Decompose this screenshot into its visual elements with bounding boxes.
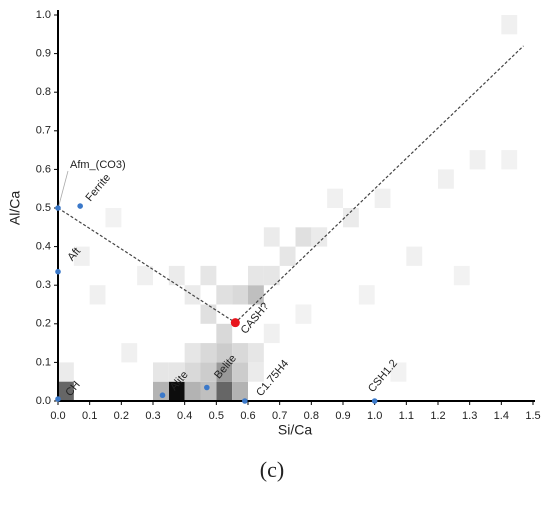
heatmap-cell — [168, 362, 185, 382]
data-point — [204, 384, 210, 391]
heatmap-cell — [200, 265, 217, 286]
heatmap-cell — [184, 362, 201, 382]
heatmap-cell — [105, 208, 122, 228]
y-axis-title: Al/Ca — [7, 191, 23, 225]
x-tick-label: 1.5 — [525, 410, 540, 422]
heatmap-cell — [216, 285, 233, 305]
y-tick-label: 0.8 — [36, 86, 51, 98]
heatmap-cell — [263, 323, 280, 344]
x-tick-label: 0.3 — [145, 410, 160, 422]
heatmap-cell — [200, 343, 217, 363]
heatmap-cell — [390, 362, 407, 382]
heatmap-cell — [232, 381, 248, 401]
y-tick-label: 0.6 — [36, 163, 51, 175]
x-tick-label: 0.0 — [50, 410, 65, 422]
heatmap-cell — [501, 150, 518, 170]
heatmap-cell — [200, 381, 217, 401]
heatmap-cell — [295, 304, 312, 324]
point-label: Afm_(CO3) — [70, 159, 126, 171]
heatmap-cell — [248, 265, 264, 286]
heatmap-cell — [216, 343, 233, 363]
data-point — [77, 203, 83, 209]
caption: (c) — [260, 457, 284, 482]
heatmap-cell — [263, 265, 280, 286]
heatmap-cell — [232, 285, 248, 305]
x-tick-label: 0.4 — [177, 410, 192, 422]
x-axis-title: Si/Ca — [278, 422, 312, 438]
data-point — [159, 392, 166, 399]
heatmap-cell — [216, 362, 233, 382]
x-tick-label: 0.5 — [209, 410, 224, 422]
x-tick-label: 1.4 — [494, 410, 509, 422]
data-point — [55, 205, 61, 211]
y-tick-label: 0.4 — [36, 241, 51, 253]
heatmap-cell — [263, 227, 280, 247]
data-point — [371, 398, 378, 404]
y-tick-label: 0.9 — [36, 48, 51, 60]
y-tick-label: 0.2 — [36, 318, 51, 330]
x-tick-label: 0.9 — [335, 410, 350, 422]
heatmap-cell — [200, 304, 217, 324]
heatmap-cell — [153, 381, 169, 401]
heatmap-cell — [311, 227, 328, 247]
x-tick-label: 0.8 — [304, 410, 319, 422]
heatmap-cell — [343, 208, 359, 228]
heatmap-cell — [232, 343, 248, 363]
heatmap-cell — [295, 227, 312, 247]
y-tick-label: 0.3 — [36, 279, 51, 291]
x-tick-label: 0.6 — [240, 410, 255, 422]
heatmap-cell — [137, 265, 153, 286]
data-point — [242, 398, 248, 404]
data-point — [230, 318, 240, 328]
y-tick-label: 0.5 — [36, 202, 51, 214]
x-tick-label: 0.7 — [272, 410, 287, 422]
x-tick-label: 0.1 — [82, 410, 97, 422]
x-tick-label: 0.2 — [114, 410, 129, 422]
heatmap-cell — [248, 285, 264, 305]
y-tick-label: 0.1 — [36, 356, 51, 368]
heatmap-cell — [184, 343, 201, 363]
heatmap-cell — [327, 188, 343, 208]
heatmap-cell — [184, 381, 201, 401]
y-tick-label: 0.0 — [36, 395, 51, 407]
heatmap-cell — [374, 188, 391, 208]
heatmap-cell — [453, 265, 470, 286]
heatmap-cell — [58, 362, 74, 382]
x-tick-label: 1.3 — [462, 410, 477, 422]
heatmap-cell — [469, 150, 486, 170]
heatmap-cell — [232, 362, 248, 382]
heatmap-cell — [248, 343, 264, 363]
heatmap-cell — [216, 381, 233, 401]
heatmap-cell — [438, 169, 454, 189]
heatmap-cell — [58, 381, 74, 401]
x-tick-label: 1.2 — [430, 410, 445, 422]
data-point — [55, 396, 61, 402]
y-tick-label: 0.7 — [36, 125, 51, 137]
x-tick-label: 1.1 — [399, 410, 414, 422]
heatmap-cell — [153, 362, 169, 382]
heatmap-cell — [216, 323, 233, 344]
heatmap-cell — [73, 246, 90, 266]
heatmap-cell — [406, 246, 423, 266]
heatmap-cell — [89, 285, 106, 305]
point-label: Ferrite — [83, 172, 113, 204]
y-tick-label: 1.0 — [36, 9, 51, 21]
data-point — [55, 268, 61, 275]
x-tick-label: 1.0 — [367, 410, 382, 422]
heatmap-cell — [248, 362, 264, 382]
heatmap-cell — [121, 343, 138, 363]
heatmap-cell — [168, 265, 185, 286]
heatmap-cell — [358, 285, 375, 305]
heatmap-cell — [200, 362, 217, 382]
heatmap-cell — [501, 15, 518, 35]
heatmap-cell — [279, 246, 296, 266]
leader-line — [58, 170, 69, 206]
heatmap-cell — [168, 381, 185, 401]
